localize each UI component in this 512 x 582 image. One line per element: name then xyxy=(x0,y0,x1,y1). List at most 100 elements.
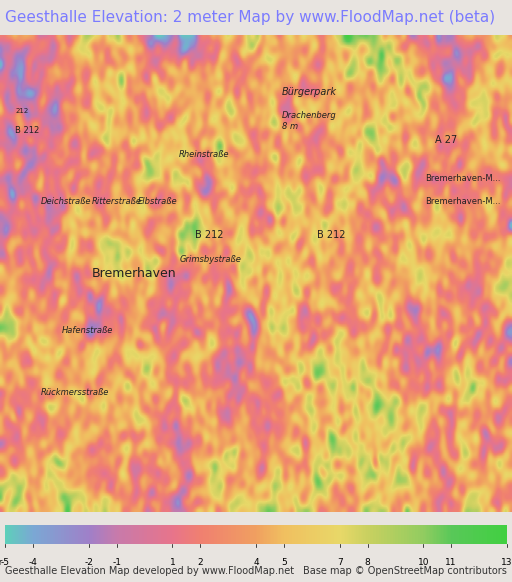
FancyBboxPatch shape xyxy=(105,525,107,544)
FancyBboxPatch shape xyxy=(281,525,283,544)
FancyBboxPatch shape xyxy=(125,525,128,544)
FancyBboxPatch shape xyxy=(407,525,409,544)
FancyBboxPatch shape xyxy=(111,525,113,544)
FancyBboxPatch shape xyxy=(404,525,407,544)
FancyBboxPatch shape xyxy=(113,525,114,544)
Text: meter: meter xyxy=(0,558,3,566)
FancyBboxPatch shape xyxy=(423,525,424,544)
FancyBboxPatch shape xyxy=(107,525,108,544)
FancyBboxPatch shape xyxy=(447,525,449,544)
FancyBboxPatch shape xyxy=(17,525,19,544)
FancyBboxPatch shape xyxy=(228,525,231,544)
FancyBboxPatch shape xyxy=(484,525,487,544)
FancyBboxPatch shape xyxy=(25,525,26,544)
FancyBboxPatch shape xyxy=(393,525,395,544)
FancyBboxPatch shape xyxy=(432,525,433,544)
FancyBboxPatch shape xyxy=(93,525,94,544)
FancyBboxPatch shape xyxy=(32,525,33,544)
FancyBboxPatch shape xyxy=(86,525,89,544)
FancyBboxPatch shape xyxy=(98,525,100,544)
FancyBboxPatch shape xyxy=(263,525,264,544)
FancyBboxPatch shape xyxy=(58,525,61,544)
FancyBboxPatch shape xyxy=(459,525,462,544)
Text: B 212: B 212 xyxy=(317,230,346,240)
FancyBboxPatch shape xyxy=(454,525,457,544)
FancyBboxPatch shape xyxy=(395,525,398,544)
FancyBboxPatch shape xyxy=(496,525,499,544)
FancyBboxPatch shape xyxy=(80,525,83,544)
FancyBboxPatch shape xyxy=(499,525,501,544)
FancyBboxPatch shape xyxy=(306,525,309,544)
FancyBboxPatch shape xyxy=(174,525,175,544)
FancyBboxPatch shape xyxy=(183,525,185,544)
FancyBboxPatch shape xyxy=(186,525,188,544)
FancyBboxPatch shape xyxy=(295,525,298,544)
FancyBboxPatch shape xyxy=(133,525,136,544)
FancyBboxPatch shape xyxy=(420,525,423,544)
FancyBboxPatch shape xyxy=(351,525,352,544)
FancyBboxPatch shape xyxy=(153,525,156,544)
FancyBboxPatch shape xyxy=(122,525,125,544)
FancyBboxPatch shape xyxy=(100,525,101,544)
FancyBboxPatch shape xyxy=(12,525,13,544)
FancyBboxPatch shape xyxy=(345,525,347,544)
FancyBboxPatch shape xyxy=(260,525,262,544)
FancyBboxPatch shape xyxy=(225,525,228,544)
FancyBboxPatch shape xyxy=(50,525,53,544)
FancyBboxPatch shape xyxy=(274,525,275,544)
Text: Bremerhaven-M...: Bremerhaven-M... xyxy=(425,197,500,207)
Text: Bremerhaven: Bremerhaven xyxy=(92,267,177,280)
FancyBboxPatch shape xyxy=(479,525,482,544)
FancyBboxPatch shape xyxy=(341,525,343,544)
FancyBboxPatch shape xyxy=(147,525,150,544)
FancyBboxPatch shape xyxy=(370,525,373,544)
FancyBboxPatch shape xyxy=(348,525,349,544)
FancyBboxPatch shape xyxy=(13,525,15,544)
FancyBboxPatch shape xyxy=(314,525,317,544)
FancyBboxPatch shape xyxy=(376,525,379,544)
FancyBboxPatch shape xyxy=(16,525,17,544)
FancyBboxPatch shape xyxy=(253,525,256,544)
FancyBboxPatch shape xyxy=(426,525,428,544)
FancyBboxPatch shape xyxy=(337,525,339,544)
Text: Rückmersstraße: Rückmersstraße xyxy=(41,388,110,398)
FancyBboxPatch shape xyxy=(101,525,103,544)
FancyBboxPatch shape xyxy=(339,525,341,544)
Text: Deichstraße: Deichstraße xyxy=(41,197,92,207)
FancyBboxPatch shape xyxy=(347,525,348,544)
Text: -4: -4 xyxy=(29,558,37,566)
FancyBboxPatch shape xyxy=(94,525,96,544)
FancyBboxPatch shape xyxy=(63,525,67,544)
FancyBboxPatch shape xyxy=(501,525,504,544)
FancyBboxPatch shape xyxy=(75,525,78,544)
FancyBboxPatch shape xyxy=(181,525,182,544)
Text: Bürgerpark: Bürgerpark xyxy=(282,87,336,97)
FancyBboxPatch shape xyxy=(108,525,110,544)
FancyBboxPatch shape xyxy=(468,525,471,544)
FancyBboxPatch shape xyxy=(78,525,80,544)
FancyBboxPatch shape xyxy=(471,525,474,544)
Text: Geesthalle Elevation Map developed by www.FloodMap.net: Geesthalle Elevation Map developed by ww… xyxy=(5,566,294,576)
FancyBboxPatch shape xyxy=(239,525,242,544)
FancyBboxPatch shape xyxy=(428,525,429,544)
FancyBboxPatch shape xyxy=(440,525,441,544)
FancyBboxPatch shape xyxy=(53,525,55,544)
FancyBboxPatch shape xyxy=(270,525,271,544)
FancyBboxPatch shape xyxy=(72,525,75,544)
FancyBboxPatch shape xyxy=(110,525,111,544)
Text: 1: 1 xyxy=(169,558,175,566)
FancyBboxPatch shape xyxy=(289,525,292,544)
FancyBboxPatch shape xyxy=(487,525,490,544)
FancyBboxPatch shape xyxy=(28,525,29,544)
FancyBboxPatch shape xyxy=(387,525,390,544)
Text: Drachenberg
8 m: Drachenberg 8 m xyxy=(282,111,336,130)
FancyBboxPatch shape xyxy=(390,525,393,544)
FancyBboxPatch shape xyxy=(175,525,177,544)
FancyBboxPatch shape xyxy=(437,525,439,544)
Text: 5: 5 xyxy=(281,558,287,566)
FancyBboxPatch shape xyxy=(273,525,274,544)
FancyBboxPatch shape xyxy=(259,525,260,544)
FancyBboxPatch shape xyxy=(190,525,192,544)
FancyBboxPatch shape xyxy=(90,525,92,544)
FancyBboxPatch shape xyxy=(451,525,454,544)
